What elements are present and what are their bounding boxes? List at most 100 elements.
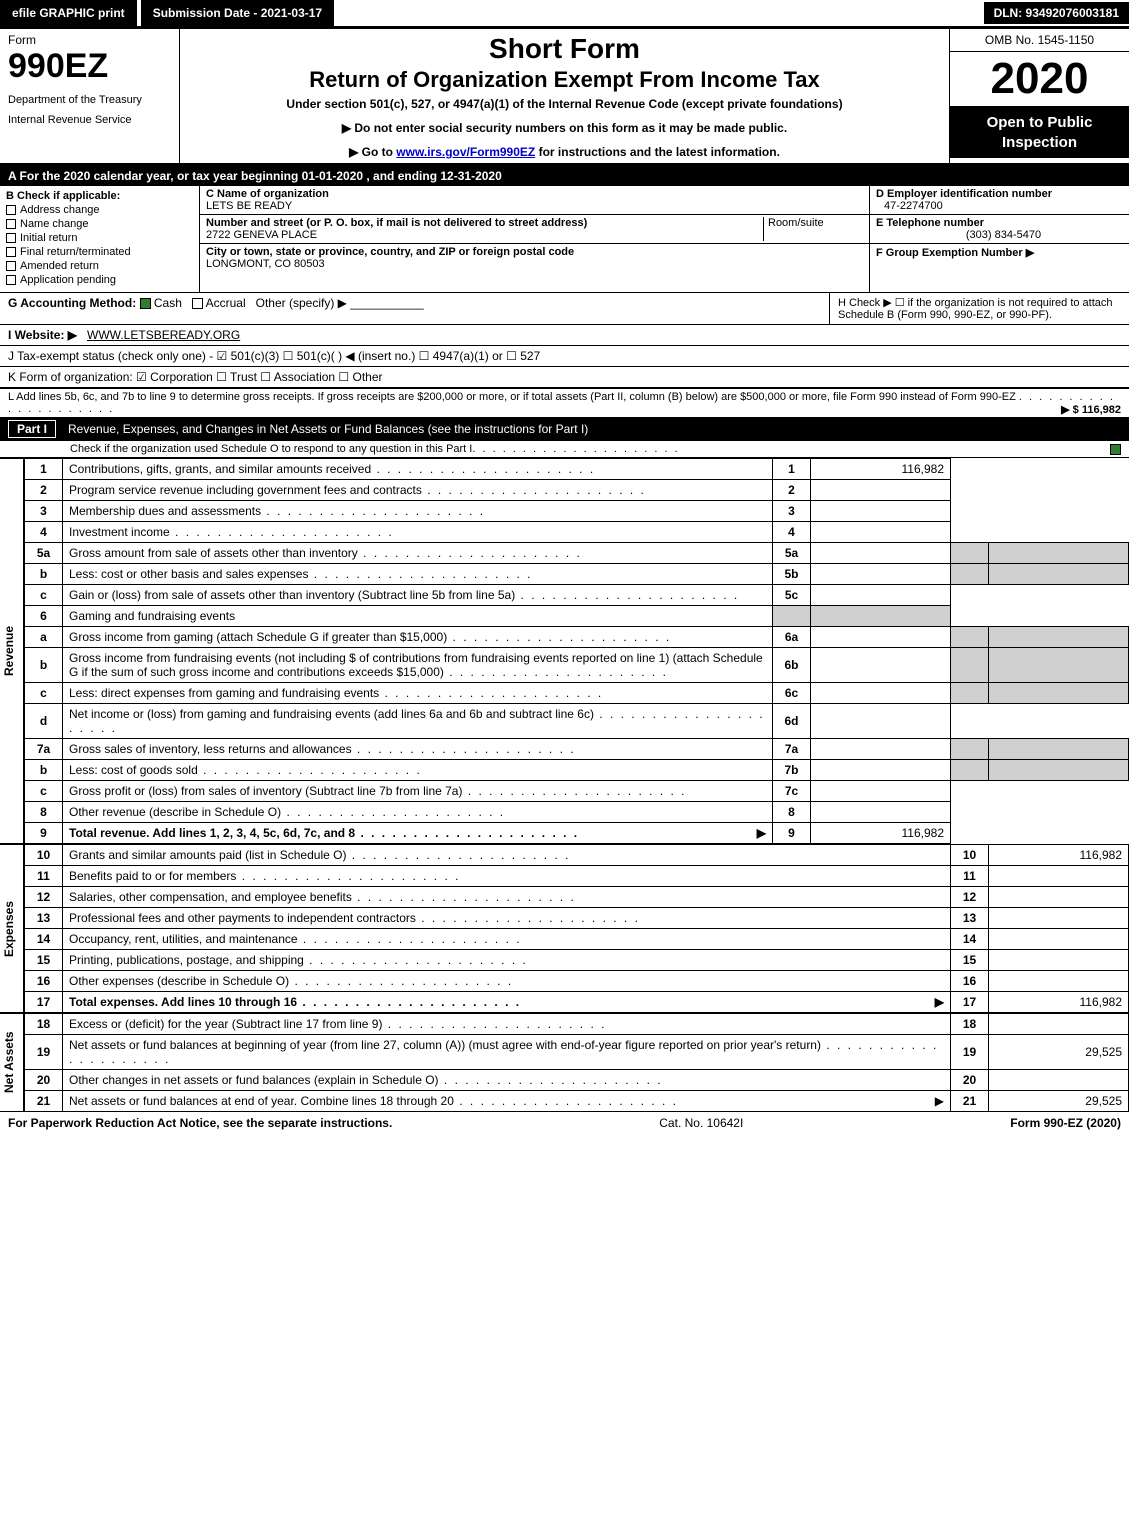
table-row: 9Total revenue. Add lines 1, 2, 3, 4, 5c… bbox=[25, 823, 1129, 844]
street-label: Number and street (or P. O. box, if mail… bbox=[206, 217, 587, 229]
ssn-warning: ▶ Do not enter social security numbers o… bbox=[188, 121, 941, 135]
expenses-table: 10Grants and similar amounts paid (list … bbox=[24, 844, 1129, 1013]
irs-label: Internal Revenue Service bbox=[8, 114, 171, 126]
box-c: C Name of organization LETS BE READY Num… bbox=[200, 186, 869, 292]
part1-header: Part I Revenue, Expenses, and Changes in… bbox=[0, 417, 1129, 441]
g-label: G Accounting Method: bbox=[8, 296, 136, 310]
page-footer: For Paperwork Reduction Act Notice, see … bbox=[0, 1112, 1129, 1134]
table-row: 5aGross amount from sale of assets other… bbox=[25, 543, 1129, 564]
net-table: 18Excess or (deficit) for the year (Subt… bbox=[24, 1013, 1129, 1112]
dept-label: Department of the Treasury bbox=[8, 94, 171, 106]
part1-badge: Part I bbox=[8, 420, 56, 438]
tel: (303) 834-5470 bbox=[876, 229, 1123, 241]
goto-prefix: ▶ Go to bbox=[349, 145, 396, 159]
header-left: Form 990EZ Department of the Treasury In… bbox=[0, 29, 180, 163]
row-l-amount: ▶ $ 116,982 bbox=[1061, 403, 1121, 416]
city: LONGMONT, CO 80503 bbox=[206, 258, 325, 270]
side-revenue: Revenue bbox=[0, 458, 24, 844]
row-k: K Form of organization: ☑ Corporation ☐ … bbox=[0, 367, 1129, 388]
table-row: 15Printing, publications, postage, and s… bbox=[25, 950, 1129, 971]
lbl-other: Other (specify) ▶ bbox=[256, 296, 347, 310]
table-row: dNet income or (loss) from gaming and fu… bbox=[25, 704, 1129, 739]
chk-final[interactable] bbox=[6, 247, 16, 257]
street: 2722 GENEVA PLACE bbox=[206, 229, 317, 241]
org-name: LETS BE READY bbox=[206, 200, 292, 212]
form-header: Form 990EZ Department of the Treasury In… bbox=[0, 29, 1129, 166]
row-l-text: L Add lines 5b, 6c, and 7b to line 9 to … bbox=[8, 391, 1016, 403]
header-right: OMB No. 1545-1150 2020 Open to Public In… bbox=[949, 29, 1129, 163]
chk-name[interactable] bbox=[6, 219, 16, 229]
tax-year: 2020 bbox=[950, 52, 1129, 107]
lbl-name: Name change bbox=[20, 218, 89, 230]
table-row: bLess: cost of goods sold7b bbox=[25, 760, 1129, 781]
ein: 47-2274700 bbox=[876, 200, 1123, 212]
open-inspection: Open to Public Inspection bbox=[950, 107, 1129, 158]
part1-sub: Check if the organization used Schedule … bbox=[0, 441, 1129, 458]
goto-suffix: for instructions and the latest informat… bbox=[535, 145, 780, 159]
net-assets-section: Net Assets 18Excess or (deficit) for the… bbox=[0, 1013, 1129, 1112]
table-row: 21Net assets or fund balances at end of … bbox=[25, 1091, 1129, 1112]
ein-label: D Employer identification number bbox=[876, 188, 1123, 200]
table-row: 2Program service revenue including gover… bbox=[25, 480, 1129, 501]
topbar: efile GRAPHIC print Submission Date - 20… bbox=[0, 0, 1129, 29]
i-label: I Website: ▶ bbox=[8, 328, 77, 342]
table-row: cGross profit or (loss) from sales of in… bbox=[25, 781, 1129, 802]
table-row: cLess: direct expenses from gaming and f… bbox=[25, 683, 1129, 704]
table-row: 4Investment income4 bbox=[25, 522, 1129, 543]
line-a: A For the 2020 calendar year, or tax yea… bbox=[0, 166, 1129, 186]
under-section: Under section 501(c), 527, or 4947(a)(1)… bbox=[188, 97, 941, 111]
grp-label: F Group Exemption Number ▶ bbox=[876, 246, 1123, 259]
revenue-section: Revenue 1Contributions, gifts, grants, a… bbox=[0, 458, 1129, 844]
chk-cash[interactable] bbox=[140, 298, 151, 309]
city-label: City or town, state or province, country… bbox=[206, 246, 574, 258]
lbl-address: Address change bbox=[20, 204, 100, 216]
chk-accrual[interactable] bbox=[192, 298, 203, 309]
lbl-pending: Application pending bbox=[20, 274, 116, 286]
row-l: L Add lines 5b, 6c, and 7b to line 9 to … bbox=[0, 388, 1129, 417]
header-center: Short Form Return of Organization Exempt… bbox=[180, 29, 949, 163]
table-row: 3Membership dues and assessments3 bbox=[25, 501, 1129, 522]
side-expenses: Expenses bbox=[0, 844, 24, 1013]
table-row: 12Salaries, other compensation, and empl… bbox=[25, 887, 1129, 908]
irs-link[interactable]: www.irs.gov/Form990EZ bbox=[396, 145, 535, 159]
chk-pending[interactable] bbox=[6, 275, 16, 285]
table-row: 18Excess or (deficit) for the year (Subt… bbox=[25, 1014, 1129, 1035]
footer-right: Form 990-EZ (2020) bbox=[1010, 1116, 1121, 1130]
table-row: aGross income from gaming (attach Schedu… bbox=[25, 627, 1129, 648]
footer-mid: Cat. No. 10642I bbox=[659, 1116, 743, 1130]
part1-sub-text: Check if the organization used Schedule … bbox=[70, 443, 472, 455]
lbl-cash: Cash bbox=[154, 296, 182, 310]
short-form-title: Short Form bbox=[188, 33, 941, 65]
chk-schedule-o[interactable] bbox=[1110, 444, 1121, 455]
table-row: 10Grants and similar amounts paid (list … bbox=[25, 845, 1129, 866]
chk-amended[interactable] bbox=[6, 261, 16, 271]
chk-initial[interactable] bbox=[6, 233, 16, 243]
box-b: B Check if applicable: Address change Na… bbox=[0, 186, 200, 292]
submission-button[interactable]: Submission Date - 2021-03-17 bbox=[141, 0, 334, 26]
lbl-accrual: Accrual bbox=[206, 296, 246, 310]
form-label: Form bbox=[8, 33, 171, 47]
expenses-section: Expenses 10Grants and similar amounts pa… bbox=[0, 844, 1129, 1013]
row-j: J Tax-exempt status (check only one) - ☑… bbox=[0, 346, 1129, 367]
goto-line: ▶ Go to www.irs.gov/Form990EZ for instru… bbox=[188, 145, 941, 159]
omb-number: OMB No. 1545-1150 bbox=[950, 29, 1129, 52]
form-number: 990EZ bbox=[8, 47, 171, 86]
efile-button[interactable]: efile GRAPHIC print bbox=[0, 0, 137, 26]
room-label: Room/suite bbox=[768, 217, 824, 229]
lbl-amended: Amended return bbox=[20, 260, 99, 272]
dln-label: DLN: 93492076003181 bbox=[984, 2, 1129, 24]
website[interactable]: WWW.LETSBEREADY.ORG bbox=[87, 328, 240, 342]
table-row: 20Other changes in net assets or fund ba… bbox=[25, 1070, 1129, 1091]
table-row: 19Net assets or fund balances at beginni… bbox=[25, 1035, 1129, 1070]
table-row: 11Benefits paid to or for members11 bbox=[25, 866, 1129, 887]
lbl-initial: Initial return bbox=[20, 232, 77, 244]
table-row: bLess: cost or other basis and sales exp… bbox=[25, 564, 1129, 585]
box-b-title: B Check if applicable: bbox=[6, 190, 193, 202]
table-row: 1Contributions, gifts, grants, and simil… bbox=[25, 459, 1129, 480]
table-row: 14Occupancy, rent, utilities, and mainte… bbox=[25, 929, 1129, 950]
table-row: 7aGross sales of inventory, less returns… bbox=[25, 739, 1129, 760]
chk-address[interactable] bbox=[6, 205, 16, 215]
org-name-label: C Name of organization bbox=[206, 188, 329, 200]
side-net: Net Assets bbox=[0, 1013, 24, 1112]
row-h: H Check ▶ ☐ if the organization is not r… bbox=[829, 293, 1129, 324]
